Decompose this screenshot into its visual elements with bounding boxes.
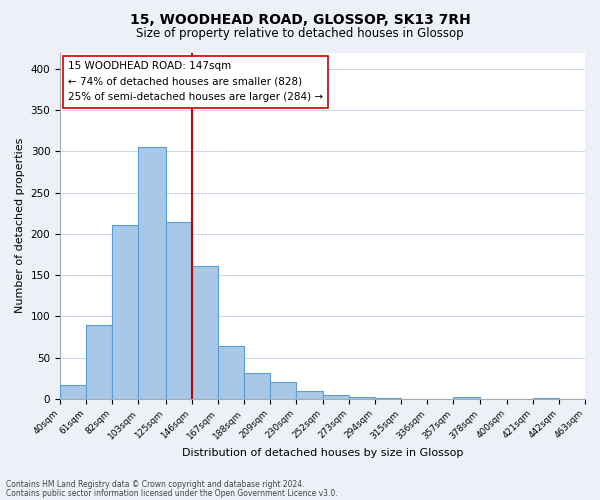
Bar [454, 397, 479, 398]
Bar [60, 384, 86, 398]
Bar [270, 382, 296, 398]
Y-axis label: Number of detached properties: Number of detached properties [15, 138, 25, 314]
Bar [218, 346, 244, 399]
Bar [138, 148, 166, 398]
Bar [296, 390, 323, 398]
Bar [86, 324, 112, 398]
Bar [244, 373, 270, 398]
X-axis label: Distribution of detached houses by size in Glossop: Distribution of detached houses by size … [182, 448, 463, 458]
Text: Contains HM Land Registry data © Crown copyright and database right 2024.: Contains HM Land Registry data © Crown c… [6, 480, 305, 489]
Text: Size of property relative to detached houses in Glossop: Size of property relative to detached ho… [136, 28, 464, 40]
Bar [191, 266, 218, 398]
Bar [349, 397, 375, 398]
Text: Contains public sector information licensed under the Open Government Licence v3: Contains public sector information licen… [6, 488, 338, 498]
Bar [166, 222, 191, 398]
Bar [323, 394, 349, 398]
Text: 15 WOODHEAD ROAD: 147sqm
← 74% of detached houses are smaller (828)
25% of semi-: 15 WOODHEAD ROAD: 147sqm ← 74% of detach… [68, 61, 323, 102]
Bar [112, 225, 138, 398]
Text: 15, WOODHEAD ROAD, GLOSSOP, SK13 7RH: 15, WOODHEAD ROAD, GLOSSOP, SK13 7RH [130, 12, 470, 26]
